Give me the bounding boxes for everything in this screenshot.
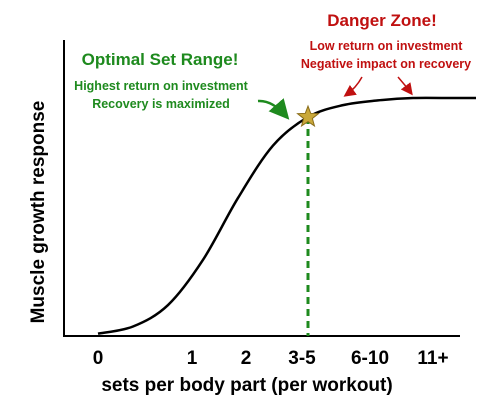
y-axis-label: Muscle growth response bbox=[28, 101, 49, 324]
danger-line-2: Negative impact on recovery bbox=[301, 57, 471, 71]
x-tick-label: 11+ bbox=[417, 348, 448, 369]
growth-curve bbox=[97, 96, 476, 335]
x-tick-labels: 0 1 2 3-5 6-10 11+ bbox=[93, 348, 449, 369]
danger-annotation: Danger Zone! Low return on investment Ne… bbox=[301, 11, 471, 97]
star-icon bbox=[296, 104, 320, 128]
danger-line-1: Low return on investment bbox=[310, 39, 464, 53]
x-axis-label: sets per body part (per workout) bbox=[101, 375, 392, 396]
x-tick-label: 1 bbox=[187, 348, 198, 369]
danger-arrow-left bbox=[343, 76, 363, 97]
optimal-annotation: Optimal Set Range! Highest return on inv… bbox=[74, 50, 290, 120]
optimal-line-1: Highest return on investment bbox=[74, 79, 248, 93]
optimal-title: Optimal Set Range! bbox=[82, 50, 239, 69]
x-tick-label: 3-5 bbox=[288, 348, 316, 369]
x-tick-label: 2 bbox=[241, 348, 252, 369]
x-tick-label: 6-10 bbox=[351, 348, 389, 369]
optimal-arrow bbox=[257, 98, 290, 120]
danger-title: Danger Zone! bbox=[327, 11, 437, 30]
danger-arrow-right bbox=[397, 76, 413, 96]
x-tick-label: 0 bbox=[93, 348, 104, 369]
optimal-line-2: Recovery is maximized bbox=[92, 97, 230, 111]
